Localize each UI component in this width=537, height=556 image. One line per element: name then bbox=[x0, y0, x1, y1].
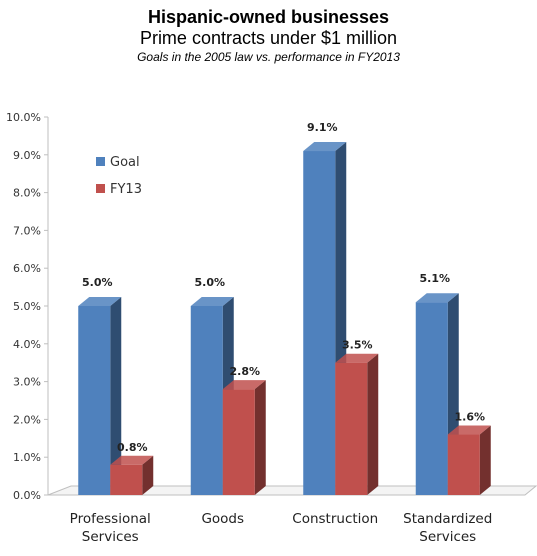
x-category-label: Services bbox=[82, 529, 139, 545]
y-tick-label: 1.0% bbox=[13, 451, 41, 464]
bar-top bbox=[303, 142, 347, 152]
bar-fy13-2 bbox=[335, 362, 368, 495]
x-category-label: Professional bbox=[70, 511, 151, 527]
bar-side bbox=[110, 297, 122, 495]
bar-top bbox=[222, 380, 266, 390]
bar-goal-2 bbox=[303, 151, 336, 495]
data-label: 3.5% bbox=[342, 339, 373, 352]
chart-titles: Hispanic-owned businesses Prime contract… bbox=[0, 6, 537, 65]
y-tick-label: 9.0% bbox=[13, 149, 41, 162]
y-tick-label: 8.0% bbox=[13, 187, 41, 200]
bar-fy13-3 bbox=[447, 434, 480, 495]
chart-note: Goals in the 2005 law vs. performance in… bbox=[137, 50, 400, 64]
bar-top bbox=[78, 297, 122, 306]
bar-top bbox=[110, 455, 154, 465]
bar-goal-1 bbox=[190, 306, 223, 495]
data-label: 5.0% bbox=[82, 276, 113, 289]
bar-top bbox=[447, 425, 491, 435]
data-label: 5.1% bbox=[419, 272, 450, 285]
y-tick-label: 7.0% bbox=[13, 224, 41, 237]
x-category-label: Construction bbox=[292, 511, 378, 527]
chart-title: Hispanic-owned businesses bbox=[147, 7, 390, 27]
bar-top bbox=[190, 297, 234, 306]
y-tick-label: 10.0% bbox=[6, 111, 41, 124]
data-label: 2.8% bbox=[229, 365, 260, 378]
data-label: 9.1% bbox=[307, 121, 338, 134]
x-category-label: Goods bbox=[201, 511, 244, 527]
x-category-label: Services bbox=[419, 529, 476, 545]
chart-subtitle: Prime contracts under $1 million bbox=[139, 28, 398, 48]
bar-side bbox=[254, 380, 266, 495]
bar-top bbox=[415, 293, 459, 303]
legend-label-goal: Goal bbox=[110, 155, 140, 170]
y-tick-label: 3.0% bbox=[13, 376, 41, 389]
data-label: 1.6% bbox=[454, 411, 485, 424]
bar-top bbox=[335, 353, 379, 363]
y-tick-label: 0.0% bbox=[13, 489, 41, 502]
y-tick-label: 4.0% bbox=[13, 338, 41, 351]
legend-label-fy13: FY13 bbox=[110, 182, 142, 197]
bar-fy13-0 bbox=[110, 464, 143, 495]
data-label: 5.0% bbox=[194, 276, 225, 289]
bar-goal-3 bbox=[415, 302, 448, 495]
bar-fy13-1 bbox=[222, 389, 255, 495]
bar-goal-0 bbox=[78, 306, 111, 495]
y-tick-label: 5.0% bbox=[13, 300, 41, 313]
y-tick-label: 2.0% bbox=[13, 413, 41, 426]
x-category-label: Standardized bbox=[403, 511, 492, 527]
legend-swatch-goal bbox=[96, 157, 105, 166]
legend-swatch-fy13 bbox=[96, 184, 105, 193]
bar-side bbox=[142, 455, 154, 495]
bar-side bbox=[367, 353, 379, 495]
y-tick-label: 6.0% bbox=[13, 262, 41, 275]
bar-side bbox=[479, 425, 491, 495]
data-label: 0.8% bbox=[117, 441, 148, 454]
